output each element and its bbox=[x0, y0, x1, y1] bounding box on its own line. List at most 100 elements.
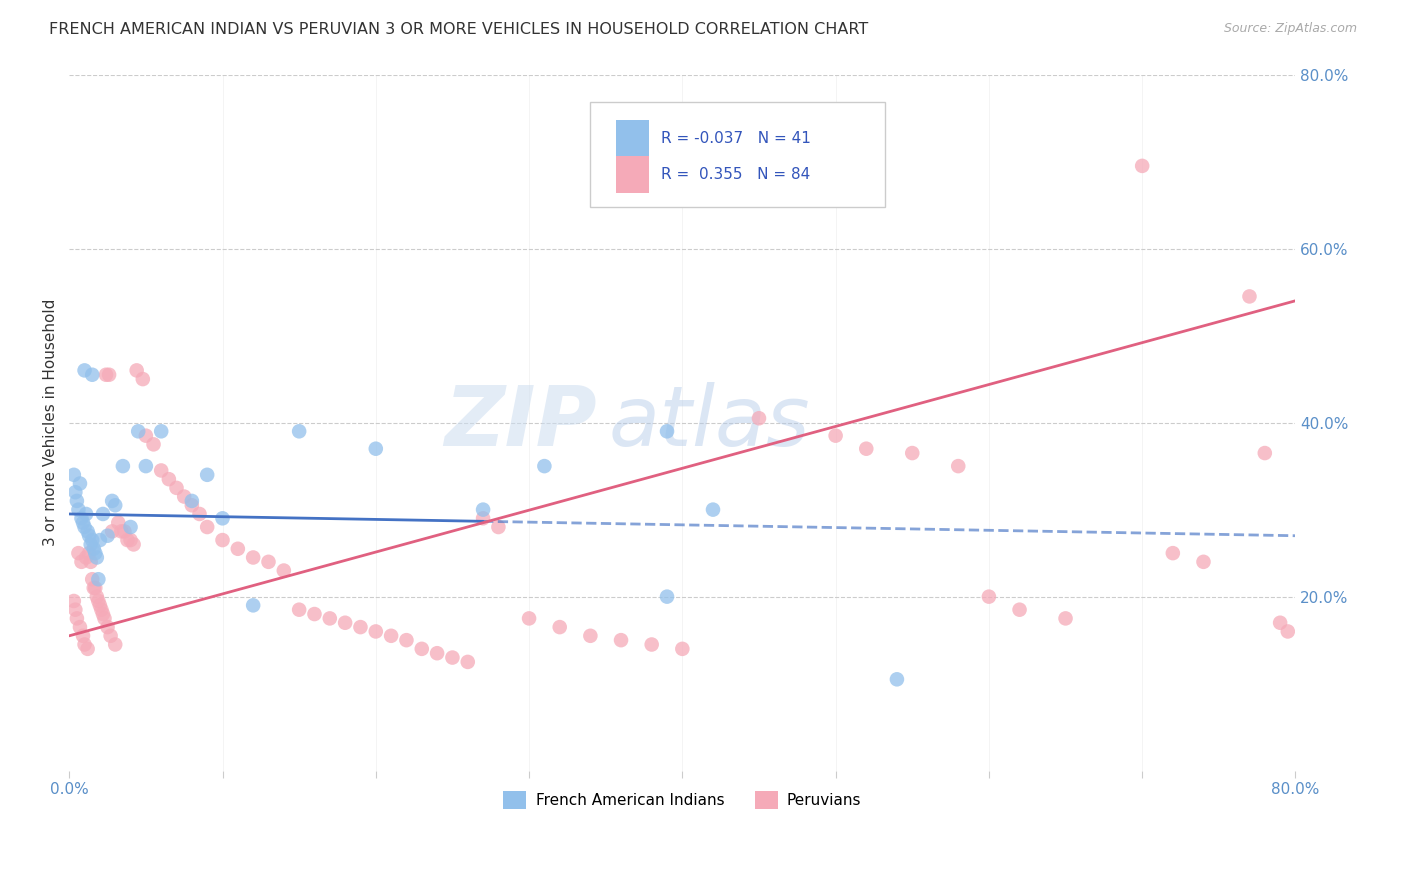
Point bbox=[67, 546, 90, 560]
Point bbox=[72, 629, 94, 643]
Legend: French American Indians, Peruvians: French American Indians, Peruvians bbox=[498, 784, 868, 815]
Point bbox=[73, 363, 96, 377]
Point bbox=[977, 590, 1000, 604]
Point bbox=[122, 537, 145, 551]
Point bbox=[411, 641, 433, 656]
Point bbox=[824, 428, 846, 442]
Point bbox=[91, 507, 114, 521]
Point bbox=[80, 555, 103, 569]
Point bbox=[1277, 624, 1299, 639]
Point bbox=[142, 437, 165, 451]
Point bbox=[333, 615, 356, 630]
Point bbox=[671, 641, 693, 656]
Point bbox=[195, 467, 218, 482]
Point bbox=[150, 425, 173, 439]
Point bbox=[96, 529, 118, 543]
Point bbox=[748, 411, 770, 425]
Point bbox=[80, 537, 103, 551]
Point bbox=[63, 467, 86, 482]
Point bbox=[112, 524, 135, 539]
Point bbox=[579, 629, 602, 643]
Point bbox=[426, 646, 449, 660]
Point bbox=[548, 620, 571, 634]
Point bbox=[380, 629, 402, 643]
Text: R =  0.355   N = 84: R = 0.355 N = 84 bbox=[661, 167, 811, 182]
Point bbox=[86, 590, 108, 604]
Point bbox=[84, 546, 107, 560]
Point bbox=[242, 550, 264, 565]
Point bbox=[84, 581, 107, 595]
Point bbox=[86, 550, 108, 565]
Point bbox=[257, 555, 280, 569]
Point bbox=[273, 564, 295, 578]
Point bbox=[242, 599, 264, 613]
Point bbox=[63, 594, 86, 608]
Point bbox=[1054, 611, 1077, 625]
Point bbox=[75, 550, 97, 565]
Point bbox=[100, 629, 122, 643]
Point bbox=[486, 520, 509, 534]
Point bbox=[83, 541, 105, 556]
Point bbox=[948, 459, 970, 474]
Point bbox=[1161, 546, 1184, 560]
Point bbox=[702, 502, 724, 516]
Point bbox=[125, 363, 148, 377]
Point bbox=[886, 673, 908, 687]
Point bbox=[517, 611, 540, 625]
Point bbox=[104, 638, 127, 652]
Point bbox=[855, 442, 877, 456]
Point bbox=[104, 498, 127, 512]
Point bbox=[188, 507, 211, 521]
Point bbox=[107, 516, 129, 530]
Point bbox=[1130, 159, 1153, 173]
Point bbox=[73, 520, 96, 534]
Point bbox=[441, 650, 464, 665]
Point bbox=[150, 463, 173, 477]
Point bbox=[641, 638, 664, 652]
Text: atlas: atlas bbox=[609, 382, 810, 463]
Point bbox=[211, 511, 233, 525]
Point bbox=[77, 529, 100, 543]
Point bbox=[211, 533, 233, 547]
Point bbox=[173, 490, 195, 504]
Point bbox=[120, 520, 142, 534]
Point bbox=[101, 494, 124, 508]
Point bbox=[1268, 615, 1291, 630]
Point bbox=[1008, 603, 1031, 617]
Point bbox=[1239, 289, 1261, 303]
Point bbox=[67, 502, 90, 516]
Point bbox=[1192, 555, 1215, 569]
Point bbox=[77, 546, 100, 560]
Point bbox=[70, 555, 93, 569]
FancyBboxPatch shape bbox=[616, 120, 650, 156]
Text: ZIP: ZIP bbox=[444, 382, 596, 463]
Point bbox=[472, 502, 495, 516]
Point bbox=[1254, 446, 1277, 460]
Point bbox=[304, 607, 326, 621]
Point bbox=[610, 633, 633, 648]
Point bbox=[70, 511, 93, 525]
Point bbox=[82, 572, 104, 586]
Point bbox=[226, 541, 249, 556]
Point bbox=[83, 581, 105, 595]
Point bbox=[91, 607, 114, 621]
Point bbox=[73, 638, 96, 652]
Point bbox=[288, 425, 311, 439]
Point bbox=[457, 655, 479, 669]
Point bbox=[655, 590, 678, 604]
Point bbox=[472, 511, 495, 525]
Point bbox=[364, 624, 387, 639]
Point bbox=[89, 533, 111, 547]
Point bbox=[75, 507, 97, 521]
Point bbox=[87, 572, 110, 586]
Point bbox=[98, 368, 121, 382]
Point bbox=[395, 633, 418, 648]
FancyBboxPatch shape bbox=[591, 103, 884, 207]
Point bbox=[117, 533, 139, 547]
Point bbox=[90, 603, 112, 617]
Point bbox=[901, 446, 924, 460]
Point bbox=[76, 524, 98, 539]
Point bbox=[66, 611, 89, 625]
Point bbox=[157, 472, 180, 486]
Point bbox=[195, 520, 218, 534]
